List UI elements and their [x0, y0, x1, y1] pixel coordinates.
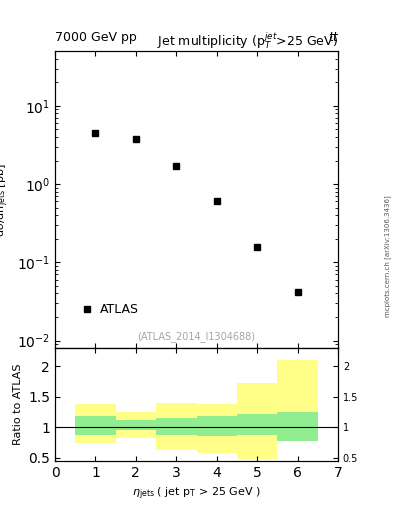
Line: ATLAS: ATLAS: [92, 130, 301, 295]
Text: tt: tt: [328, 31, 338, 44]
ATLAS: [134, 136, 138, 142]
Y-axis label: d$\sigma$/dn$_{\rm jets}$ [pb]: d$\sigma$/dn$_{\rm jets}$ [pb]: [0, 163, 11, 237]
Text: mcplots.cern.ch [arXiv:1306.3436]: mcplots.cern.ch [arXiv:1306.3436]: [384, 195, 391, 317]
ATLAS: [255, 244, 259, 250]
ATLAS: [93, 130, 98, 136]
Text: 7000 GeV pp: 7000 GeV pp: [55, 31, 137, 44]
Y-axis label: Ratio to ATLAS: Ratio to ATLAS: [13, 364, 23, 445]
Text: (ATLAS_2014_I1304688): (ATLAS_2014_I1304688): [138, 331, 255, 342]
ATLAS: [295, 289, 300, 295]
ATLAS: [174, 163, 179, 169]
Text: ATLAS: ATLAS: [99, 303, 138, 316]
ATLAS: [214, 198, 219, 204]
Text: Jet multiplicity (p$_T^{jet}$>25 GeV): Jet multiplicity (p$_T^{jet}$>25 GeV): [157, 30, 338, 51]
X-axis label: $\eta_{\rm jets}$ ( jet p$_{\rm T}$ > 25 GeV ): $\eta_{\rm jets}$ ( jet p$_{\rm T}$ > 25…: [132, 485, 261, 502]
